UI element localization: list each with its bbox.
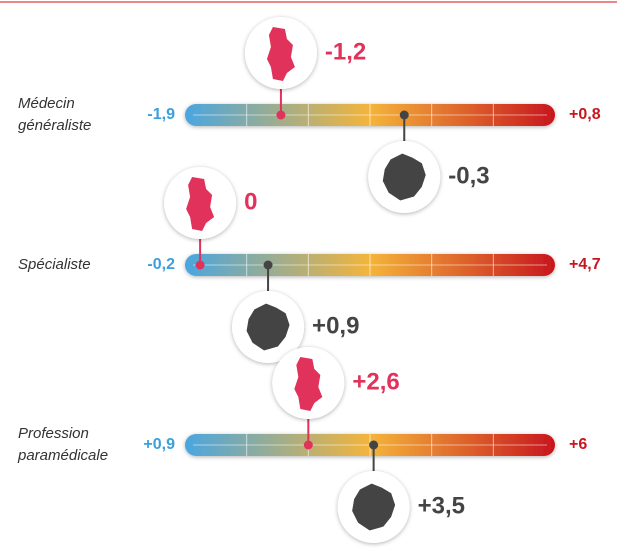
category-label: Médecin généraliste — [18, 95, 92, 134]
territory-icon — [245, 302, 291, 352]
max-label: +0,8 — [569, 106, 601, 123]
marker-dot — [263, 260, 273, 270]
marker-value: +2,6 — [352, 368, 399, 395]
max-label: +4,7 — [569, 256, 601, 273]
marker-value: +0,9 — [312, 312, 359, 339]
territory-icon — [266, 27, 295, 81]
territory-icon — [381, 152, 427, 202]
marker-dot — [195, 260, 205, 270]
max-label: +6 — [569, 436, 587, 453]
marker-value: +3,5 — [418, 492, 465, 519]
min-label: +0,9 — [143, 436, 175, 453]
marker-value: 0 — [244, 188, 257, 215]
min-label: -0,2 — [147, 256, 175, 273]
territory-icon — [294, 357, 323, 411]
territory-icon — [186, 177, 215, 231]
marker-dot — [303, 440, 313, 450]
marker-dot — [276, 110, 286, 120]
marker-value: -0,3 — [448, 162, 489, 189]
territory-icon — [351, 482, 397, 532]
marker-value: -1,2 — [325, 38, 366, 65]
marker-dot — [369, 440, 379, 450]
marker-dot — [399, 110, 409, 120]
category-label: Spécialiste — [18, 256, 91, 273]
min-label: -1,9 — [147, 106, 175, 123]
category-label: Profession paramédicale — [18, 425, 109, 464]
